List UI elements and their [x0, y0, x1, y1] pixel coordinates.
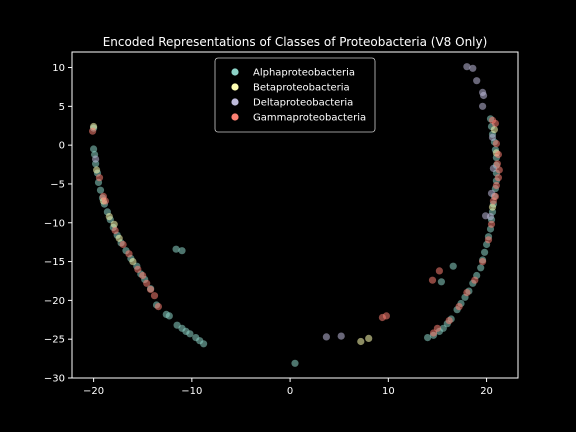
data-point — [338, 333, 345, 340]
y-tick-label: 10 — [52, 63, 65, 74]
data-point — [365, 335, 372, 342]
chart-title: Encoded Representations of Classes of Pr… — [103, 35, 488, 49]
data-point — [473, 77, 480, 84]
data-point — [166, 312, 173, 319]
data-point — [97, 187, 104, 194]
data-point — [489, 204, 496, 211]
data-point — [446, 317, 453, 324]
data-point — [469, 65, 476, 72]
data-point — [291, 360, 298, 367]
data-point — [488, 221, 495, 228]
y-tick-label: −20 — [44, 296, 65, 307]
legend-label: Alphaproteobacteria — [253, 68, 355, 79]
data-point — [471, 277, 478, 284]
data-point — [491, 126, 498, 133]
data-point — [151, 292, 158, 299]
data-point — [485, 236, 492, 243]
legend-marker — [231, 98, 238, 105]
data-point — [200, 340, 207, 347]
data-point — [106, 213, 113, 220]
data-point — [139, 272, 146, 279]
data-point — [186, 330, 193, 337]
data-point — [487, 213, 494, 220]
legend-marker — [231, 83, 238, 90]
data-point — [383, 312, 390, 319]
data-point — [489, 134, 496, 141]
x-tick-label: 10 — [382, 386, 395, 397]
data-point — [496, 166, 503, 173]
legend-label: Deltaproteobacteria — [253, 98, 353, 109]
data-point — [481, 249, 488, 256]
legend-marker — [231, 68, 238, 75]
legend: Alphaproteobacteria Betaproteobacteria Del… — [215, 58, 375, 132]
legend-label: Gammaproteobacteria — [253, 113, 366, 124]
legend-label: Betaproteobacteria — [253, 83, 350, 94]
y-tick-label: 0 — [59, 141, 65, 152]
y-tick-label: −15 — [44, 257, 65, 268]
data-point — [490, 197, 497, 204]
data-point — [323, 333, 330, 340]
y-tick-label: −25 — [44, 335, 65, 346]
data-point — [125, 250, 132, 257]
data-point — [495, 174, 502, 181]
data-point — [436, 267, 443, 274]
data-point — [111, 221, 118, 228]
x-tick-label: −20 — [83, 386, 104, 397]
data-point — [178, 247, 185, 254]
data-point — [493, 140, 500, 147]
data-point — [493, 182, 500, 189]
legend-marker — [231, 113, 238, 120]
data-point — [134, 266, 141, 273]
data-point — [479, 103, 486, 110]
data-point — [120, 241, 127, 248]
data-point — [456, 303, 463, 310]
data-point — [116, 235, 123, 242]
data-point — [129, 258, 136, 265]
data-point — [112, 227, 119, 234]
y-tick-label: −10 — [44, 218, 65, 229]
data-point — [92, 156, 99, 163]
data-point — [480, 92, 487, 99]
data-point — [147, 286, 154, 293]
data-point — [357, 338, 364, 345]
y-tick-label: 5 — [59, 102, 65, 113]
data-point — [479, 258, 486, 265]
data-point — [477, 264, 484, 271]
data-point — [495, 151, 502, 158]
data-point — [102, 197, 109, 204]
x-tick-label: 0 — [287, 386, 293, 397]
data-point — [93, 166, 100, 173]
data-point — [434, 325, 441, 332]
data-point — [155, 303, 162, 310]
y-tick-label: −30 — [44, 374, 65, 385]
data-point — [96, 174, 103, 181]
x-tick-label: 20 — [480, 386, 493, 397]
data-point — [438, 278, 445, 285]
data-point — [463, 289, 470, 296]
data-point — [429, 277, 436, 284]
y-tick-label: −5 — [50, 179, 65, 190]
data-point — [494, 160, 501, 167]
x-tick-label: −10 — [181, 386, 202, 397]
data-point — [89, 128, 96, 135]
data-point — [492, 120, 499, 127]
data-point — [143, 280, 150, 287]
data-point — [450, 263, 457, 270]
